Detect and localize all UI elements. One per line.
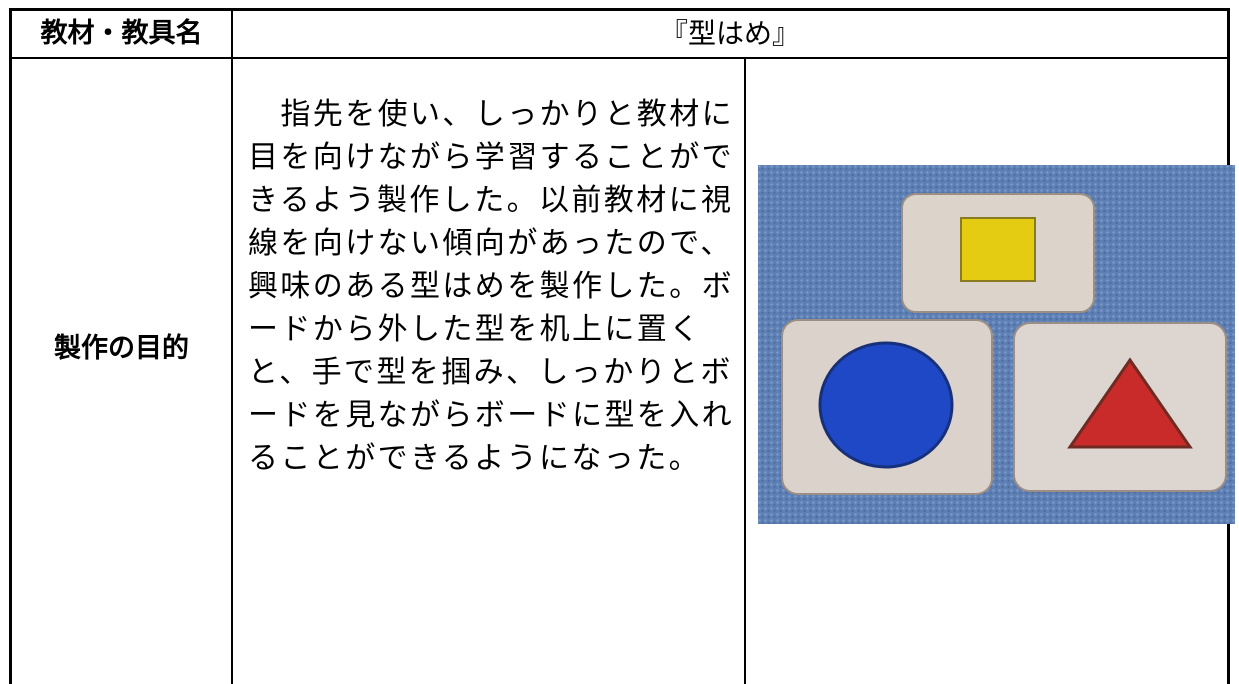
text-line: ることができるようになった。: [248, 441, 701, 476]
row-label: 製作の目的: [54, 333, 189, 364]
text-line: きるよう製作した。以前教材に視: [248, 183, 734, 218]
border-top: [9, 8, 1230, 11]
text-line: と、手で型を掴み、しっかりとボ: [248, 355, 733, 390]
col-divider: [231, 8, 233, 684]
col-divider: [744, 58, 746, 684]
text-line: ードから外した型を机上に置く: [248, 312, 702, 347]
text-line: 指先を使い、しっかりと教材に: [248, 97, 734, 132]
border-left: [9, 8, 12, 684]
photo: [758, 165, 1235, 524]
header-label: 教材・教具名: [40, 18, 203, 49]
header-value: 『型はめ』: [659, 17, 800, 50]
text-line: 興味のある型はめを製作した。ボ: [248, 269, 734, 304]
text-line: 線を向けない傾向があったので、: [248, 226, 733, 261]
text-line: ードを見ながらボードに型を入れ: [248, 398, 734, 433]
text-line: 目を向けながら学習することがで: [248, 140, 734, 175]
row-text: 指先を使い、しっかりと教材に 目を向けながら学習することがで きるよう製作した。以前…: [248, 93, 734, 480]
header-bottom: [9, 57, 1230, 59]
